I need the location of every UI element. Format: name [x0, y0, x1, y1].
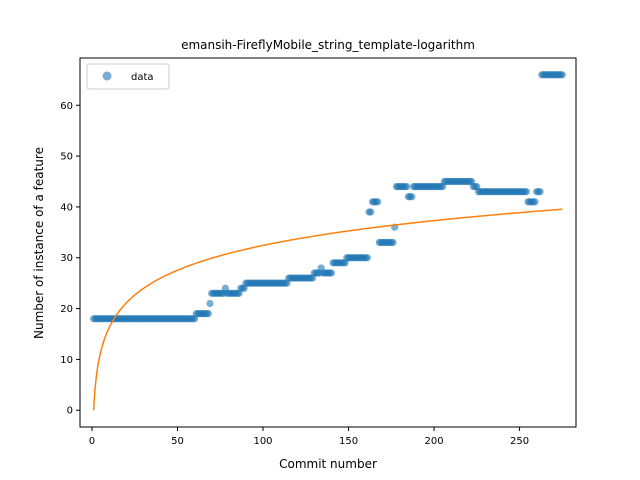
- legend: data: [86, 63, 170, 90]
- data-point: [327, 269, 336, 277]
- x-tick-label: 200: [424, 436, 443, 447]
- x-tick-label: 100: [253, 436, 272, 447]
- data-point: [536, 188, 544, 196]
- data-point: [374, 198, 382, 206]
- plot-frame: [79, 57, 577, 428]
- x-tick-label: 50: [171, 436, 184, 447]
- plot-area: [90, 71, 566, 411]
- x-tick-label: 250: [510, 436, 529, 447]
- data-point: [389, 238, 397, 247]
- data-point: [206, 299, 214, 308]
- y-tick-label: 60: [60, 101, 73, 112]
- data-point: [204, 310, 212, 318]
- y-axis-label: Number of instance of a feature: [32, 147, 46, 339]
- data-point: [363, 254, 371, 262]
- legend-box: [86, 63, 170, 90]
- x-tick-label: 0: [89, 436, 95, 447]
- y-tick-label: 30: [60, 253, 73, 264]
- y-tick-label: 40: [60, 202, 73, 213]
- data-point: [558, 71, 566, 79]
- data-point: [367, 208, 375, 216]
- y-tick-label: 0: [67, 406, 73, 417]
- y-tick-label: 20: [60, 304, 73, 315]
- y-tick-label: 50: [60, 152, 73, 163]
- x-axis: 0 50 100 150 200 250: [89, 427, 529, 447]
- data-point: [408, 193, 416, 201]
- data-point: [403, 182, 411, 191]
- series-fit-line: [92, 208, 563, 411]
- y-axis: 0 10 20 30 40 50 60: [60, 101, 80, 417]
- series-data: [90, 71, 566, 323]
- legend-marker-data: [102, 71, 112, 81]
- x-tick-label: 150: [339, 436, 358, 447]
- x-axis-label: Commit number: [279, 457, 377, 471]
- data-point: [531, 198, 539, 206]
- legend-label-data: data: [131, 72, 154, 83]
- data-point: [522, 188, 531, 196]
- chart-title: emansih-FireflyMobile_string_template-lo…: [181, 38, 475, 52]
- y-tick-label: 10: [60, 355, 73, 366]
